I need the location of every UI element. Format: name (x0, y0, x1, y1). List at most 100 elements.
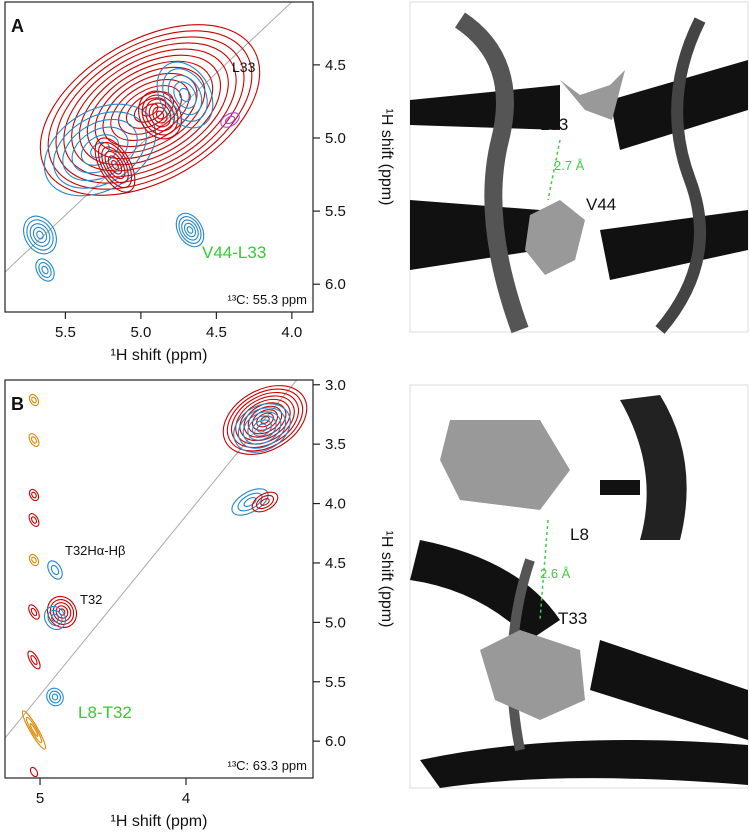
contour (242, 411, 282, 445)
structure-label: V44 (586, 195, 616, 214)
contour (104, 150, 126, 180)
contour (260, 498, 270, 506)
contour (173, 81, 197, 109)
contour (41, 265, 49, 275)
contour (235, 395, 295, 445)
contour (255, 494, 275, 510)
spectrum-panel: 5 4 3.0 3.5 4.0 4.5 5.0 5.5 6.0 ¹H shift (ppm) ¹H … (4, 377, 395, 830)
y-tick-label: 5.0 (325, 614, 346, 631)
y-tick-label: 4.5 (325, 555, 346, 572)
contour (27, 650, 41, 670)
contour (111, 159, 119, 171)
y-tick-label: 3.0 (325, 377, 346, 394)
contour (94, 137, 136, 193)
peak-annotation: L8-T32 (78, 703, 132, 722)
x-tick-label: 5 (36, 790, 44, 807)
contour (80, 134, 120, 166)
peak-annotation: T32Hα-Hβ (65, 543, 126, 558)
x-tick-label: 4.5 (206, 324, 227, 341)
contour (181, 219, 199, 241)
contour (31, 556, 37, 564)
contour (39, 24, 261, 196)
contour (28, 393, 40, 407)
carbon-shift: ¹³C: 63.3 ppm (228, 758, 307, 773)
contour (256, 412, 274, 428)
structure-label: L33 (540, 115, 568, 134)
contour (47, 560, 63, 580)
y-axis-label: ¹H shift (ppm) (378, 109, 395, 206)
contour (224, 115, 236, 125)
contour (175, 212, 205, 248)
contour (30, 436, 38, 444)
contour (101, 146, 129, 184)
x-tick-label: 5.5 (55, 324, 76, 341)
structure-a (409, 1, 749, 334)
contour (48, 690, 62, 704)
contour (256, 423, 268, 433)
y-tick-label: 6.0 (325, 733, 346, 750)
contour (28, 553, 40, 567)
contour (90, 141, 110, 159)
contour (110, 78, 190, 142)
contour (260, 416, 270, 424)
structure-b (409, 384, 749, 789)
contour (251, 491, 279, 513)
contour (30, 607, 38, 617)
contour (49, 599, 75, 625)
contour (102, 72, 198, 148)
contour (28, 433, 40, 447)
structure-label: T33 (558, 609, 587, 628)
contour (28, 488, 40, 502)
x-axis-label: ¹H shift (ppm) (111, 347, 208, 364)
x-axis-label: ¹H shift (ppm) (111, 813, 208, 830)
contour (36, 230, 44, 240)
contour (29, 223, 51, 247)
peak-annotation: L33 (232, 59, 256, 75)
contour (47, 609, 63, 627)
contour (63, 42, 237, 178)
y-tick-label: 4.5 (325, 57, 346, 74)
contour (138, 90, 182, 140)
contour (62, 118, 138, 182)
contour (55, 36, 245, 184)
contour (46, 687, 64, 707)
contour (35, 258, 55, 282)
contour (247, 415, 277, 441)
panel-label: A (11, 16, 24, 36)
y-tick-label: 3.5 (325, 436, 346, 453)
x-tick-label: 5.0 (130, 324, 151, 341)
contour (231, 488, 269, 516)
contour (31, 396, 37, 404)
contour (186, 226, 194, 234)
structure-label: L8 (570, 525, 589, 544)
contour (97, 141, 133, 189)
contour (178, 216, 202, 244)
contour (28, 604, 40, 620)
contour (71, 48, 229, 172)
contour (162, 68, 208, 122)
contour (148, 102, 172, 128)
contour (183, 222, 197, 238)
contour (46, 595, 78, 629)
carbon-shift: ¹³C: 55.3 ppm (228, 292, 307, 307)
contour (156, 61, 214, 129)
contour (21, 710, 47, 750)
contour (178, 87, 192, 103)
x-tick-label: 4.0 (281, 324, 302, 341)
structure-label: 2.7 Å (554, 158, 585, 173)
peak-annotation: T32 (80, 592, 102, 607)
y-tick-label: 4.0 (325, 496, 346, 513)
y-tick-label: 6.0 (325, 276, 346, 293)
contour (239, 398, 291, 442)
contour (155, 110, 165, 120)
contour (29, 766, 39, 778)
contour (237, 407, 287, 449)
y-axis-label: ¹H shift (ppm) (378, 531, 395, 628)
contour (29, 723, 39, 737)
plot-frame (4, 1, 314, 313)
contour (51, 693, 59, 701)
contour (23, 215, 57, 255)
contours (5, 380, 308, 778)
contour (28, 513, 40, 527)
